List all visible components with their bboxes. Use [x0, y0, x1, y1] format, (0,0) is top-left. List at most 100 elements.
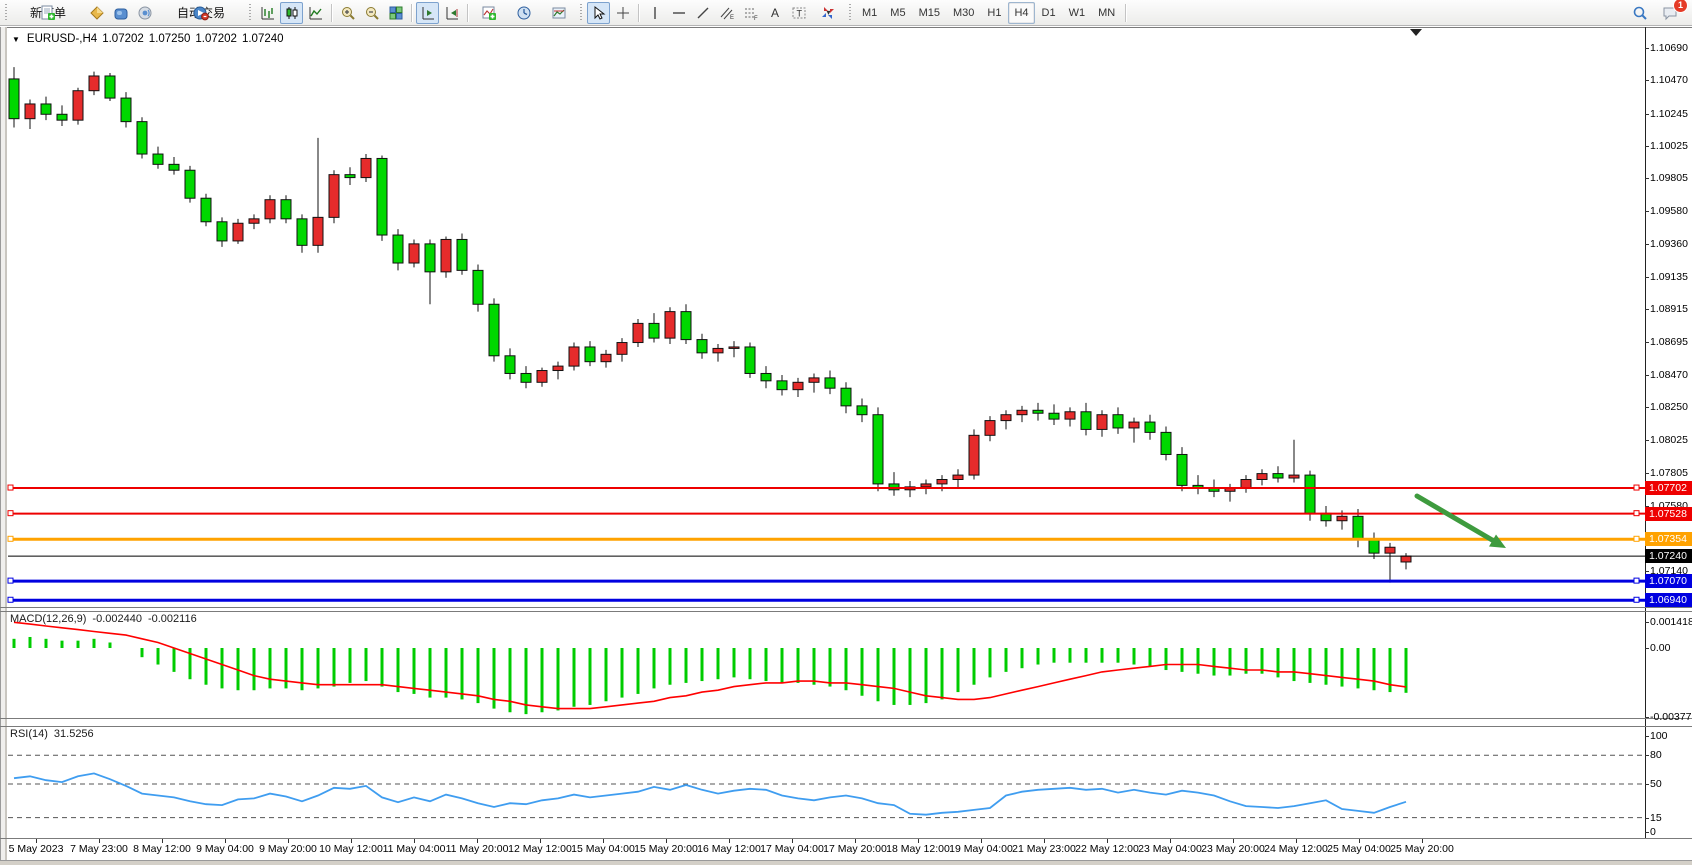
timeframe-d1-button[interactable]: D1: [1041, 6, 1056, 19]
candle-body: [88, 75, 100, 92]
bar-chart-icon: [261, 6, 274, 19]
chart-shift-marker[interactable]: [1410, 29, 1422, 36]
zoom-out-button[interactable]: [360, 2, 383, 24]
line-handle[interactable]: [1633, 596, 1640, 603]
candlestick-chart-button[interactable]: [280, 1, 303, 24]
timeframe-menu-button[interactable]: ▾: [507, 2, 541, 24]
template-icon: [552, 7, 566, 18]
candle-body: [760, 372, 772, 382]
line-handle[interactable]: [1633, 577, 1640, 584]
toolbar-drag-handle[interactable]: [579, 3, 584, 22]
text-tool-button[interactable]: A: [763, 2, 786, 24]
time-tick-mark: [981, 839, 982, 843]
candle-body: [40, 103, 52, 115]
timeframe-m1-button[interactable]: M1: [862, 6, 878, 19]
price-tick-label: 1.09805: [1650, 172, 1688, 185]
market-watch-button[interactable]: [85, 2, 108, 24]
arrows-tool-button[interactable]: ▾: [811, 2, 845, 24]
line-handle[interactable]: [7, 577, 14, 584]
time-tick-label: 10 May 12:00: [319, 843, 383, 855]
price-tick-mark: [1645, 309, 1649, 311]
trendline-tool-button[interactable]: [691, 2, 714, 24]
toolbar-drag-handle[interactable]: [248, 3, 253, 22]
toolbar-drag-handle[interactable]: [848, 3, 853, 22]
trend-arrow-head[interactable]: [1489, 534, 1506, 549]
time-tick-label: 25 May 20:00: [1390, 843, 1454, 855]
main-pane-bottom-border[interactable]: [0, 607, 1692, 608]
line-handle[interactable]: [7, 510, 14, 517]
time-tick-label: 25 May 04:00: [1327, 843, 1391, 855]
chevron-down-icon: ▾: [826, 8, 831, 17]
price-tick-mark: [1645, 211, 1649, 213]
candle-body: [120, 97, 132, 123]
templates-button[interactable]: ▾: [542, 2, 576, 24]
toolbar-drag-handle[interactable]: [4, 3, 9, 22]
candle-body: [1128, 421, 1140, 429]
fibonacci-tool-button[interactable]: F: [739, 2, 762, 24]
candle-body: [136, 121, 148, 155]
macd-label: MACD(12,26,9) -0.002440 -0.002116: [10, 613, 197, 625]
search-button[interactable]: [1628, 2, 1651, 24]
candle-body: [712, 347, 724, 354]
candle-body: [408, 243, 420, 264]
macd-tick-mark: [1645, 621, 1649, 623]
timeframe-m5-button[interactable]: M5: [890, 6, 906, 19]
line-handle[interactable]: [1633, 510, 1640, 517]
line-handle[interactable]: [7, 484, 14, 491]
rsi-pane-canvas[interactable]: [0, 726, 1692, 838]
line-handle[interactable]: [7, 535, 14, 542]
line-handle[interactable]: [1633, 535, 1640, 542]
autotrading-button[interactable]: 自动交易: [157, 2, 245, 24]
macd-pane-canvas[interactable]: [0, 611, 1692, 718]
candle-body: [232, 222, 244, 242]
time-tick-label: 16 May 12:00: [697, 843, 761, 855]
crosshair-tool-button[interactable]: [611, 2, 634, 24]
line-handle[interactable]: [1633, 484, 1640, 491]
zoom-in-button[interactable]: [336, 2, 359, 24]
timeframe-m15-button[interactable]: M15: [918, 6, 940, 19]
candle-body: [344, 174, 356, 179]
trend-arrow-annotation[interactable]: [1414, 493, 1496, 543]
cursor-icon: [594, 5, 605, 20]
macd-pane-top-border: [0, 611, 1692, 612]
line-handle[interactable]: [7, 596, 14, 603]
line-chart-button[interactable]: [304, 2, 327, 24]
time-tick-mark: [1170, 839, 1171, 843]
new-order-button[interactable]: 新订单: [12, 2, 84, 24]
timeframe-mn-button[interactable]: MN: [1098, 6, 1116, 19]
bar-chart-button[interactable]: [256, 2, 279, 24]
price-axis-border: [1645, 27, 1646, 838]
time-tick-mark: [792, 839, 793, 843]
search-icon: [1633, 6, 1647, 20]
add-indicator-button[interactable]: ▾: [472, 2, 506, 24]
tile-windows-button[interactable]: [384, 2, 407, 24]
price-pane-canvas[interactable]: [0, 27, 1692, 607]
rsi-tick-mark: [1645, 832, 1649, 833]
cursor-tool-button[interactable]: [587, 1, 610, 24]
chart-menu-triangle-icon[interactable]: ▼: [12, 34, 20, 44]
chart-shift-button[interactable]: [440, 2, 463, 24]
timeframe-h4-button[interactable]: H4: [1008, 1, 1035, 24]
equidistant-channel-tool-button[interactable]: E: [715, 2, 738, 24]
vertical-line-tool-button[interactable]: [643, 2, 666, 24]
macd-pane-bottom-border[interactable]: [0, 718, 1692, 719]
navigator-button[interactable]: [109, 2, 132, 24]
text-label-tool-button[interactable]: T: [787, 2, 810, 24]
horizontal-line-tool-button[interactable]: [667, 2, 690, 24]
candle-body: [920, 483, 932, 488]
line-chart-icon: [309, 6, 322, 19]
auto-scroll-button[interactable]: [416, 1, 439, 24]
time-tick-mark: [225, 839, 226, 843]
time-tick-mark: [855, 839, 856, 843]
candle-body: [1080, 411, 1092, 430]
price-tick-label: 1.10245: [1650, 107, 1688, 120]
signals-button[interactable]: [133, 2, 156, 24]
timeframe-m30-button[interactable]: M30: [952, 6, 975, 19]
candle-body: [264, 199, 276, 220]
candle-body: [1400, 555, 1412, 563]
candle-body: [488, 303, 500, 357]
price-tick-label: 1.10025: [1650, 139, 1688, 152]
timeframe-h1-button[interactable]: H1: [987, 6, 1002, 19]
notifications-button[interactable]: 1: [1659, 0, 1688, 24]
timeframe-w1-button[interactable]: W1: [1068, 6, 1086, 19]
